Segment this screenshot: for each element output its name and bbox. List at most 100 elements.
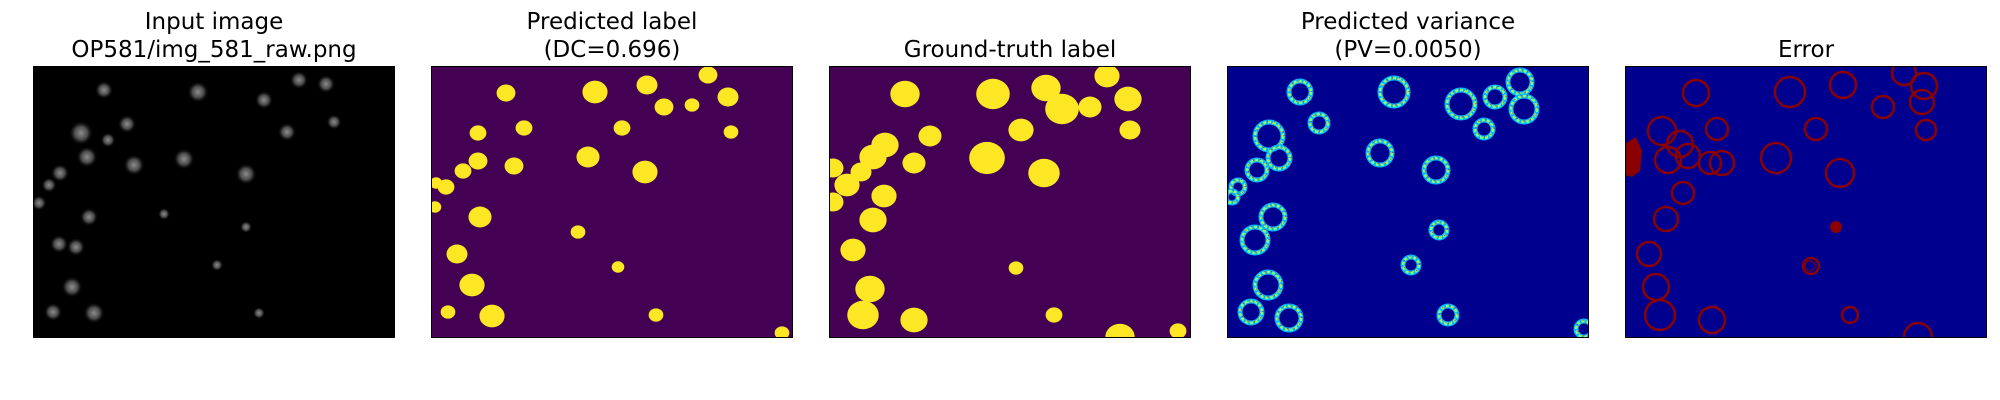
nucleus-mask bbox=[459, 273, 485, 297]
nucleus-mask bbox=[570, 225, 586, 239]
panel-subtitle: (DC=0.696) bbox=[543, 37, 681, 63]
nucleus-mask bbox=[717, 87, 739, 107]
nucleus-blob bbox=[67, 238, 85, 256]
variance-ring bbox=[1403, 255, 1421, 273]
nucleus-mask bbox=[1008, 261, 1024, 275]
nucleus-mask bbox=[859, 207, 887, 233]
variance-ring bbox=[1439, 306, 1457, 324]
variance-ring bbox=[1401, 255, 1421, 275]
nucleus-mask bbox=[582, 80, 608, 104]
variance-ring bbox=[1277, 304, 1303, 330]
nucleus-blob bbox=[158, 208, 170, 220]
variance-ring bbox=[1422, 156, 1450, 184]
variance-ring bbox=[1576, 321, 1588, 337]
nucleus-blob bbox=[253, 307, 265, 319]
nucleus-mask bbox=[1008, 118, 1034, 142]
nucleus-mask bbox=[479, 304, 505, 328]
nucleus-blob bbox=[41, 177, 57, 193]
nucleus-blob bbox=[80, 208, 98, 226]
variance-ring bbox=[1475, 120, 1493, 138]
variance-ring bbox=[1240, 301, 1262, 323]
error-ring bbox=[1652, 205, 1680, 233]
nucleus-blob bbox=[211, 259, 223, 271]
nucleus-blob bbox=[76, 146, 98, 168]
nucleus-blob bbox=[278, 123, 296, 141]
error-ring bbox=[1902, 321, 1934, 337]
variance-ring bbox=[1255, 272, 1281, 298]
nucleus-blob bbox=[50, 235, 68, 253]
variance-ring bbox=[1266, 145, 1292, 171]
variance-ring bbox=[1268, 147, 1290, 169]
nucleus-mask bbox=[432, 177, 443, 189]
nucleus-blob bbox=[100, 132, 116, 148]
error-region bbox=[1626, 137, 1642, 177]
variance-ring bbox=[1403, 257, 1419, 273]
variance-ring bbox=[1511, 96, 1537, 122]
variance-ring bbox=[1289, 79, 1313, 103]
variance-ring bbox=[1238, 299, 1264, 325]
error-ring bbox=[1681, 78, 1711, 108]
error-ring bbox=[1840, 305, 1860, 325]
nucleus-mask bbox=[515, 120, 533, 136]
variance-ring bbox=[1431, 222, 1447, 238]
nucleus-mask bbox=[576, 146, 600, 168]
nucleus-mask bbox=[504, 157, 524, 175]
nucleus-mask bbox=[900, 307, 928, 333]
error-ring bbox=[1704, 116, 1730, 142]
nucleus-mask bbox=[976, 78, 1010, 110]
predicted-variance-frame bbox=[1227, 66, 1589, 338]
variance-ring bbox=[1247, 158, 1269, 180]
nucleus-mask bbox=[432, 201, 442, 213]
nucleus-mask bbox=[654, 98, 674, 116]
panel-subtitle: Error bbox=[1777, 37, 1835, 63]
variance-ring bbox=[1308, 112, 1330, 134]
variance-ring bbox=[1485, 87, 1505, 107]
input-image bbox=[34, 67, 394, 337]
error-ring bbox=[1759, 141, 1793, 175]
nucleus-mask bbox=[469, 125, 487, 141]
nucleus-blob bbox=[173, 148, 195, 170]
panel-subtitle: Ground-truth label bbox=[903, 37, 1117, 63]
label-background bbox=[432, 67, 792, 337]
nucleus-blob bbox=[240, 221, 252, 233]
nucleus-mask bbox=[1105, 323, 1135, 337]
nucleus-mask bbox=[446, 244, 468, 264]
panel-predicted-label: Predicted label (DC=0.696) bbox=[431, 0, 793, 400]
variance-ring bbox=[1228, 189, 1240, 205]
nucleus-mask bbox=[890, 80, 920, 108]
variance-ring bbox=[1508, 68, 1534, 94]
variance-ring bbox=[1574, 319, 1588, 337]
nucleus-blob bbox=[290, 71, 308, 89]
nucleus-mask bbox=[636, 75, 658, 95]
variance-ring bbox=[1445, 88, 1477, 120]
nucleus-mask bbox=[834, 173, 860, 197]
error-ring bbox=[1824, 157, 1856, 189]
variance-ring bbox=[1242, 227, 1268, 253]
nucleus-mask bbox=[468, 206, 492, 228]
panel-title: Predicted label bbox=[526, 9, 698, 35]
variance-ring bbox=[1509, 94, 1539, 124]
nucleus-mask bbox=[850, 162, 872, 182]
nucleus-mask bbox=[847, 300, 879, 330]
panel-error: Error bbox=[1625, 0, 1987, 400]
error-ring bbox=[1828, 70, 1858, 100]
variance-ring bbox=[1277, 306, 1301, 330]
variance-ring bbox=[1231, 180, 1245, 194]
panel-subtitle: OP581/img_581_raw.png bbox=[71, 37, 357, 63]
variance-ring bbox=[1485, 85, 1507, 107]
variance-ring bbox=[1261, 203, 1287, 229]
nucleus-mask bbox=[1119, 120, 1141, 140]
nucleus-mask bbox=[918, 125, 942, 147]
nucleus-mask bbox=[902, 152, 926, 174]
nucleus-mask bbox=[1045, 93, 1079, 125]
error-ring bbox=[1708, 149, 1736, 177]
error-ring bbox=[1635, 240, 1663, 268]
predicted-label-frame bbox=[431, 66, 793, 338]
variance-ring bbox=[1231, 178, 1247, 194]
nucleus-mask bbox=[611, 261, 625, 273]
variance-ring bbox=[1289, 81, 1311, 103]
variance-ring bbox=[1245, 158, 1269, 182]
input-image-frame bbox=[33, 66, 395, 338]
error-image bbox=[1626, 67, 1986, 337]
nucleus-mask bbox=[723, 125, 739, 139]
